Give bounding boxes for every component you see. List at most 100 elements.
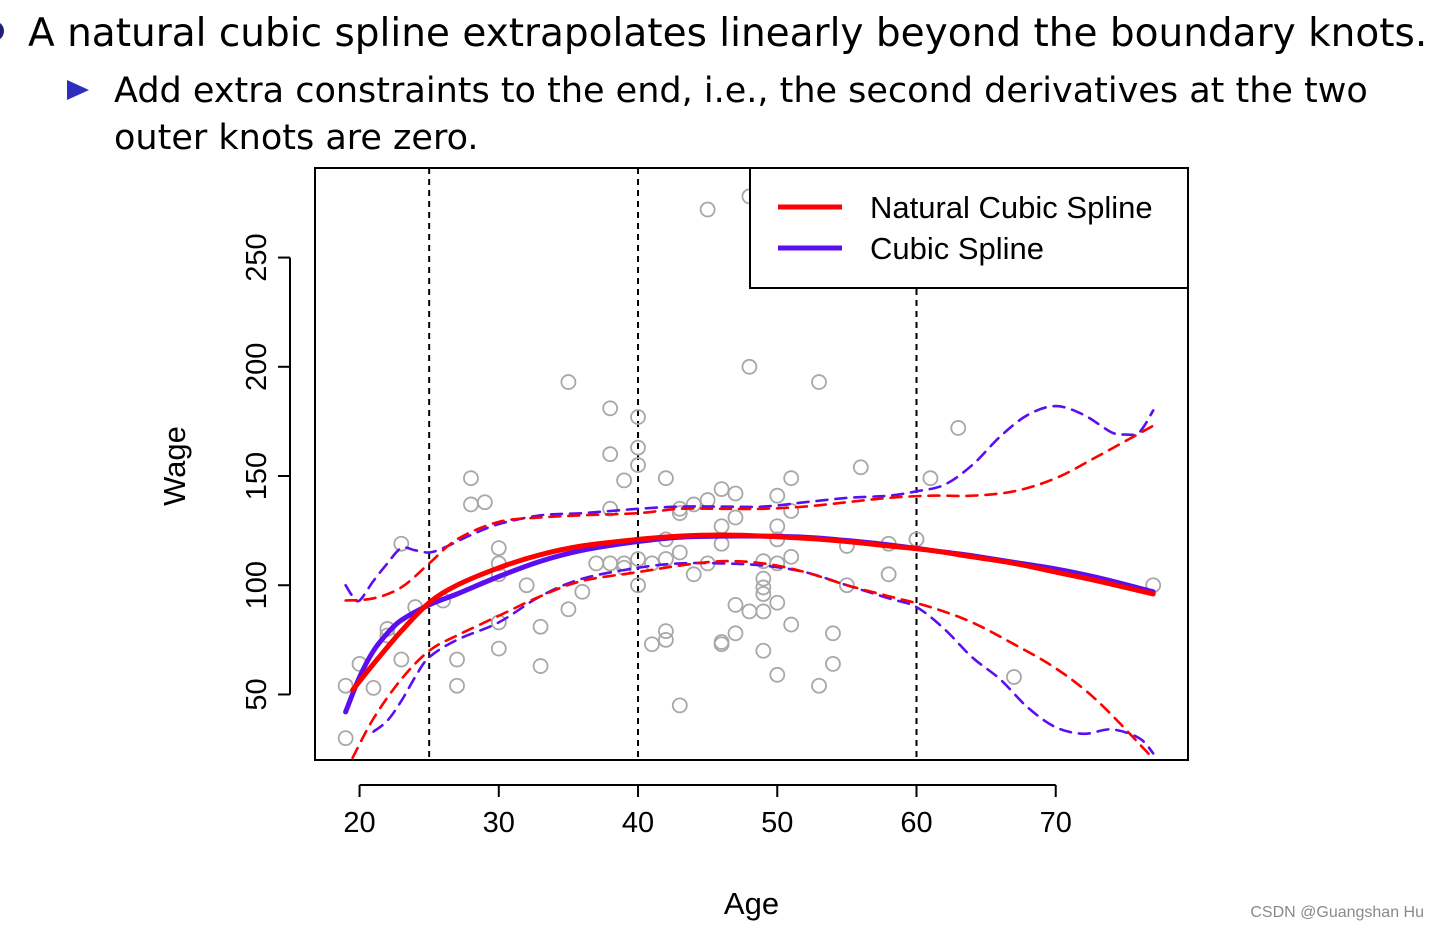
data-point-78 — [769, 666, 786, 683]
data-point-61 — [727, 509, 744, 526]
y-tick-label-4: 250 — [241, 233, 273, 281]
series-line-0 — [350, 532, 1156, 693]
data-point-60 — [727, 485, 744, 502]
series-line-5 — [372, 561, 1155, 755]
y-tick-label-2: 150 — [241, 452, 273, 500]
data-point-71 — [755, 603, 772, 620]
data-point-37 — [630, 551, 646, 567]
data-point-92 — [880, 566, 897, 583]
x-tick-label-1: 30 — [483, 807, 515, 839]
bullet-sub-text: Add extra constraints to the end, i.e., … — [114, 71, 1368, 158]
data-point-96 — [1006, 669, 1022, 685]
legend-box — [749, 167, 1189, 289]
data-point-19 — [490, 640, 507, 657]
data-point-70 — [755, 586, 772, 602]
data-point-30 — [602, 555, 619, 572]
x-axis-label: Age — [724, 886, 779, 921]
data-point-26 — [588, 555, 605, 572]
data-point-51 — [685, 566, 702, 583]
bullet-dot-icon — [0, 21, 4, 41]
data-point-52 — [699, 201, 716, 218]
legend-label-1: Cubic Spline — [870, 231, 1044, 266]
data-point-89 — [838, 577, 855, 594]
data-point-74 — [769, 518, 786, 535]
data-point-85 — [811, 677, 827, 694]
y-tick-label-0: 50 — [241, 678, 273, 710]
data-point-20 — [518, 577, 535, 594]
legend-label-0: Natural Cubic Spline — [870, 190, 1153, 225]
series-line-1 — [343, 533, 1156, 715]
data-point-27 — [602, 400, 619, 417]
data-point-7 — [393, 651, 410, 668]
data-point-41 — [657, 470, 674, 487]
data-point-63 — [727, 625, 744, 642]
data-point-24 — [560, 601, 577, 618]
data-point-10 — [449, 651, 465, 668]
x-tick-label-3: 50 — [761, 807, 793, 839]
data-point-73 — [769, 487, 786, 504]
data-point-81 — [783, 503, 800, 519]
data-point-13 — [463, 496, 479, 513]
data-point-87 — [825, 655, 841, 672]
data-point-72 — [755, 642, 772, 659]
data-point-23 — [560, 374, 577, 390]
data-point-22 — [532, 658, 549, 674]
data-point-86 — [825, 625, 841, 642]
data-point-65 — [741, 358, 758, 375]
data-point-34 — [630, 409, 646, 425]
data-point-50 — [685, 496, 702, 513]
data-point-15 — [490, 540, 507, 557]
data-point-49 — [671, 697, 688, 714]
series-line-2 — [344, 424, 1155, 602]
data-point-83 — [783, 616, 800, 633]
data-point-35 — [630, 439, 646, 456]
data-point-94 — [922, 470, 939, 487]
x-tick-label-0: 20 — [343, 807, 375, 839]
data-point-62 — [727, 597, 744, 613]
data-point-3 — [365, 680, 382, 696]
data-point-66 — [741, 603, 758, 620]
data-point-44 — [657, 623, 674, 640]
data-point-48 — [671, 544, 688, 561]
data-point-11 — [449, 677, 465, 694]
series-line-4 — [344, 404, 1155, 603]
y-tick-label-1: 100 — [241, 561, 273, 609]
y-axis-label: Wage — [157, 426, 192, 506]
data-point-77 — [769, 594, 786, 611]
x-tick-label-5: 70 — [1040, 807, 1072, 839]
data-point-36 — [630, 457, 646, 473]
data-point-90 — [852, 459, 869, 476]
watermark: CSDN @Guangshan Hu — [1250, 904, 1424, 921]
data-point-29 — [602, 500, 619, 517]
legend: Natural Cubic Spline Cubic Spline — [749, 167, 1189, 289]
data-point-40 — [644, 636, 660, 653]
data-point-25 — [574, 583, 591, 600]
x-tick-label-2: 40 — [622, 807, 654, 839]
data-point-39 — [644, 555, 660, 572]
data-point-68 — [755, 570, 772, 587]
data-point-84 — [811, 374, 827, 390]
data-point-76 — [769, 555, 786, 572]
data-point-59 — [713, 636, 730, 653]
y-tick-label-3: 200 — [241, 343, 273, 391]
data-point-28 — [602, 446, 619, 463]
bullet-main-text: A natural cubic spline extrapolates line… — [28, 11, 1428, 56]
data-point-53 — [699, 492, 716, 508]
data-point-56 — [713, 518, 730, 535]
data-point-21 — [532, 618, 549, 635]
series-line-3 — [351, 559, 1152, 760]
plot-layer — [337, 168, 1162, 760]
data-point-80 — [783, 470, 800, 487]
data-point-95 — [950, 420, 967, 436]
data-point-69 — [755, 579, 772, 596]
data-point-31 — [616, 472, 633, 489]
data-point-47 — [671, 505, 688, 522]
sub-bullet-triangle-icon — [67, 80, 89, 100]
x-tick-label-4: 60 — [900, 807, 932, 839]
data-point-55 — [713, 481, 730, 498]
data-point-0 — [337, 730, 354, 747]
data-point-12 — [463, 470, 479, 487]
data-point-38 — [630, 577, 646, 594]
data-point-1 — [337, 677, 354, 694]
